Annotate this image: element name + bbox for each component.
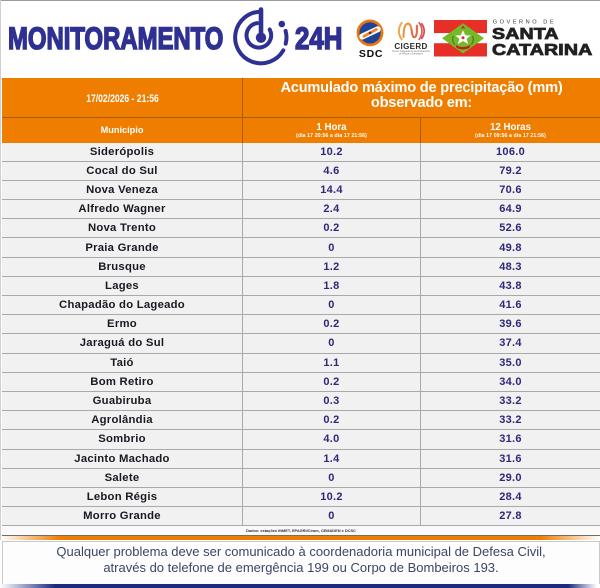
svg-text:CIGERD: CIGERD <box>394 42 427 51</box>
svg-text:SDC: SDC <box>359 48 383 60</box>
svg-text:de Riscos e Desastres: de Riscos e Desastres <box>399 52 424 55</box>
svg-text:Centro Integrado de Gerenciame: Centro Integrado de Gerenciamento <box>392 50 431 53</box>
